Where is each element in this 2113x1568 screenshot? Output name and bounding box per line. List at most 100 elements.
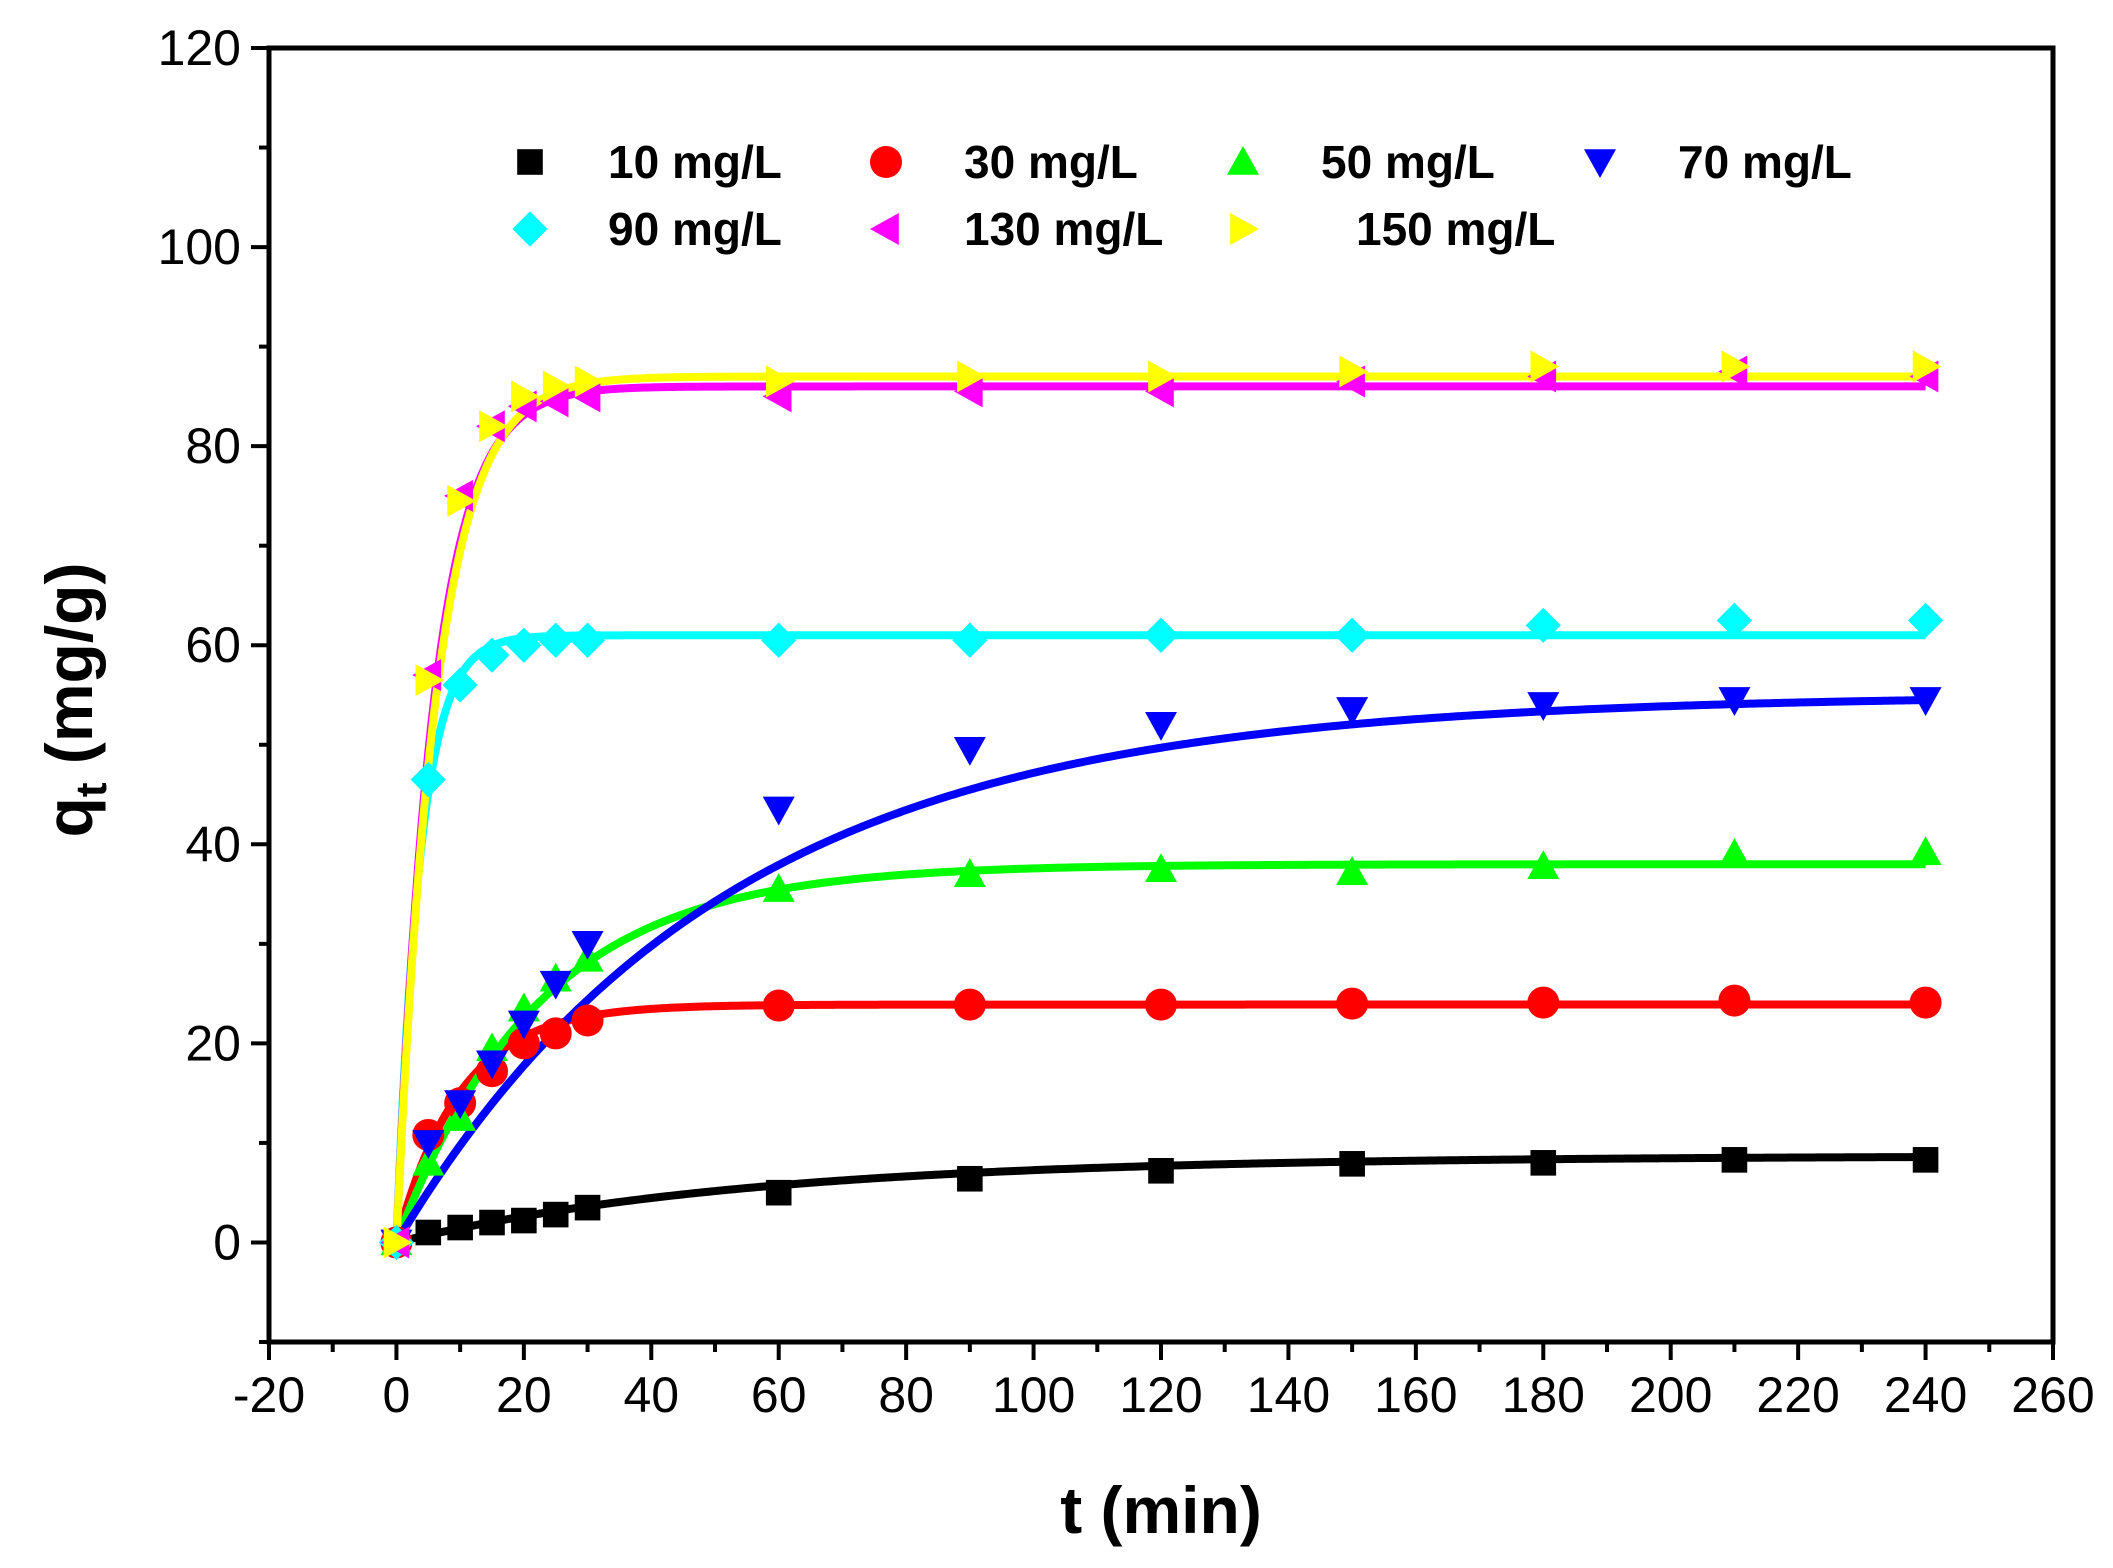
data-point [1527,986,1560,1019]
data-point [957,360,986,393]
legend-label: 70 mg/L [1678,136,1852,188]
data-point [1525,607,1561,643]
data-point [1527,692,1560,721]
x-tick-label: -20 [233,1367,305,1423]
data-point [571,1004,604,1037]
data-point [952,622,988,658]
data-point [1336,987,1369,1020]
y-tick-label: 0 [213,1214,241,1270]
data-point [1145,375,1174,408]
data-point [1716,602,1753,638]
x-axis-title: t (min) [1060,1473,1262,1547]
data-point [539,970,572,1000]
data-point [542,370,572,403]
fit-line-150-mg-L [392,372,1927,1243]
y-axis-title-space [32,764,106,782]
data-markers [378,350,1944,1261]
y-axis-title-unit: (mg/g) [32,563,106,765]
x-tick-label: 260 [2011,1367,2094,1423]
legend-symbol [1227,146,1259,175]
data-point [1718,984,1751,1017]
data-point [1145,712,1177,741]
legend-label: 150 mg/L [1356,203,1555,255]
x-tick-label: 100 [992,1367,1075,1423]
data-point [761,622,797,658]
data-point [538,622,574,658]
data-point [476,1050,508,1080]
data-point [1909,986,1942,1019]
data-point [574,365,604,398]
data-point [1909,836,1942,866]
legend-label: 10 mg/L [608,136,782,188]
legend-symbol [517,149,543,175]
legend-label: 50 mg/L [1321,136,1495,188]
data-point [447,1214,473,1241]
fit-line-130-mg-L [392,382,1927,1243]
data-point [1145,988,1177,1021]
legend-symbol [512,211,548,247]
data-point [1527,850,1560,880]
x-tick-label: 220 [1756,1367,1839,1423]
data-point [953,375,983,408]
data-point [1339,1151,1365,1177]
fit-curves [392,372,1927,1247]
data-point [1912,1147,1939,1173]
legend-symbol [1584,149,1616,178]
x-tick-label: 0 [383,1367,411,1423]
data-point [762,796,795,826]
data-point [1145,853,1177,882]
data-point [412,1146,445,1176]
legend-symbol [870,213,899,245]
data-point [415,1219,442,1246]
data-point [1530,350,1560,383]
data-point [574,1194,601,1221]
data-point [762,873,795,902]
y-tick-label: 80 [185,418,241,474]
y-axis-title-main: q [32,797,106,837]
data-point [1909,687,1942,716]
x-tick-label: 60 [751,1367,807,1423]
data-point [511,380,540,413]
data-point [953,736,986,766]
y-tick-label: 60 [185,617,241,673]
data-point [571,931,604,960]
data-point [542,1201,569,1228]
data-point [447,484,477,517]
x-tick-label: 120 [1119,1367,1202,1423]
x-tick-label: 80 [878,1367,934,1423]
data-point [953,858,986,887]
data-point [762,989,795,1022]
data-point [507,1027,540,1060]
data-point [511,1207,537,1234]
x-tick-label: 20 [496,1367,552,1423]
data-point [1912,350,1942,383]
data-point [1339,355,1369,388]
x-tick-label: 200 [1629,1367,1712,1423]
data-point [1143,617,1179,653]
svg-text:qt (mg/g): qt (mg/g) [32,563,116,838]
data-point [1336,856,1369,885]
legend-symbol [870,146,902,178]
legend-label: 130 mg/L [964,203,1163,255]
y-tick-label: 20 [185,1015,241,1071]
data-point [569,622,606,658]
data-point [1721,1147,1748,1173]
x-tick-label: 40 [623,1367,679,1423]
data-point [479,410,508,443]
data-point [1336,697,1369,726]
data-point [474,637,510,673]
fit-line-70-mg-L [392,696,1927,1245]
data-point [1334,617,1370,653]
data-point [444,1090,477,1120]
legend: 10 mg/L 30 mg/L 50 mg/L 70 mg/L 90 mg/L 130 m… [512,136,1852,255]
data-point [442,667,478,703]
data-point [953,988,986,1021]
data-point [539,1017,572,1050]
data-point [1148,360,1177,393]
data-point [479,1209,505,1236]
data-point [383,1226,413,1259]
y-axis-title-sub: t [67,782,116,797]
data-point [506,627,542,663]
y-tick-label: 40 [185,816,241,872]
